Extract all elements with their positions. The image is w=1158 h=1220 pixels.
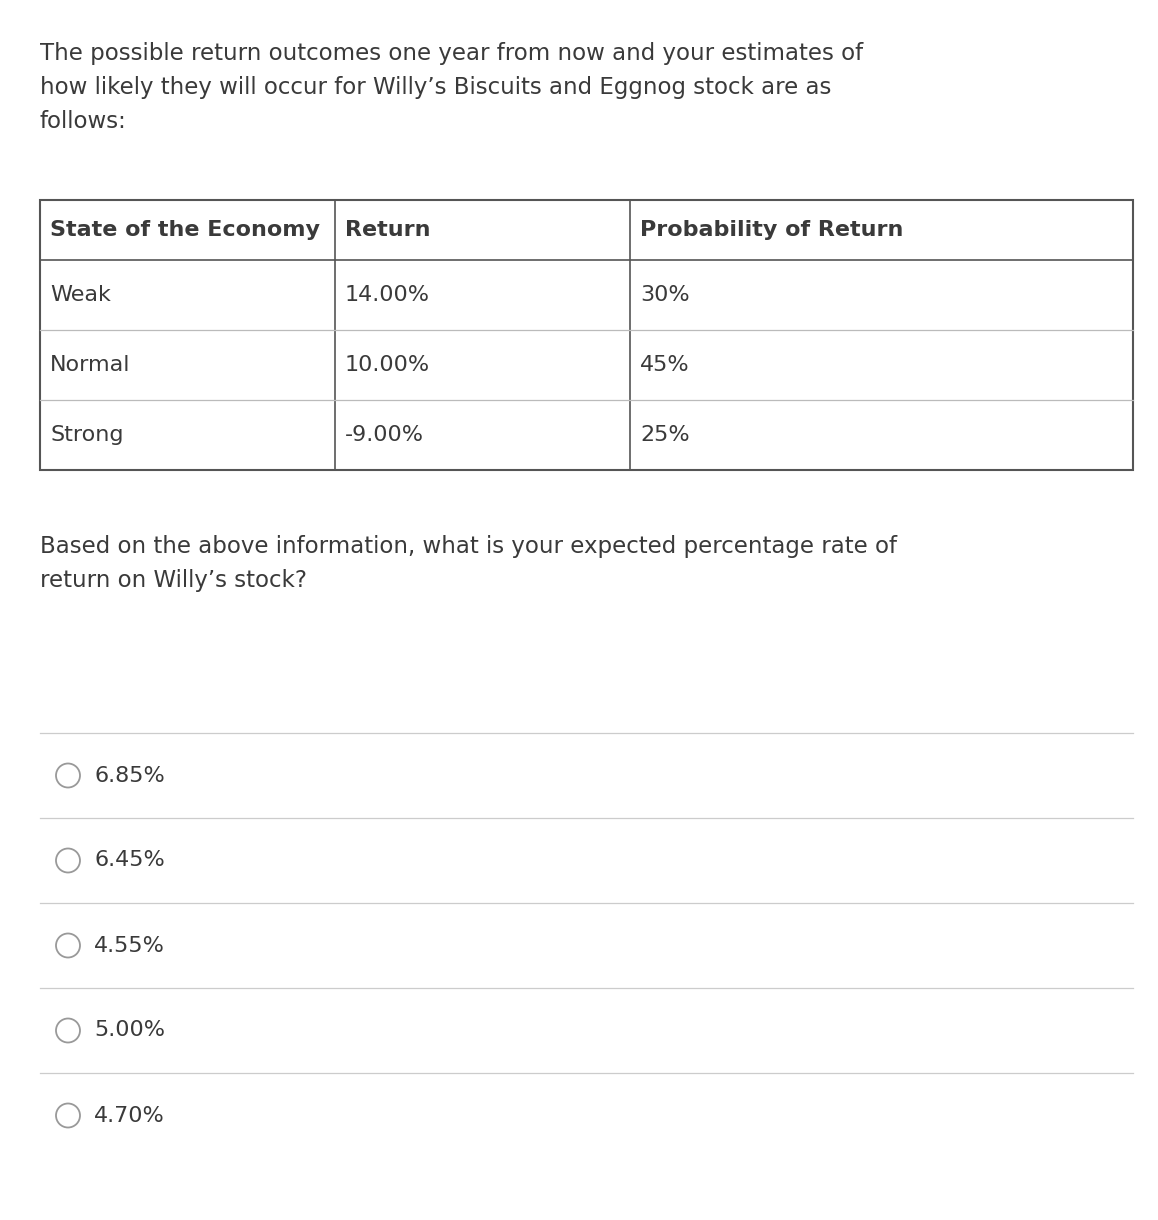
Text: Normal: Normal	[50, 355, 131, 375]
Text: how likely they will occur for Willy’s Biscuits and Eggnog stock are as: how likely they will occur for Willy’s B…	[41, 76, 831, 99]
Text: 25%: 25%	[640, 425, 690, 445]
Text: Weak: Weak	[50, 285, 111, 305]
Text: 5.00%: 5.00%	[94, 1020, 164, 1041]
Text: The possible return outcomes one year from now and your estimates of: The possible return outcomes one year fr…	[41, 41, 863, 65]
Text: 6.45%: 6.45%	[94, 850, 164, 871]
Text: Strong: Strong	[50, 425, 124, 445]
Text: State of the Economy: State of the Economy	[50, 220, 320, 240]
Text: Return: Return	[345, 220, 431, 240]
Text: -9.00%: -9.00%	[345, 425, 424, 445]
Text: 45%: 45%	[640, 355, 690, 375]
Bar	[41, 200, 1133, 470]
Text: 14.00%: 14.00%	[345, 285, 430, 305]
Text: Based on the above information, what is your expected percentage rate of: Based on the above information, what is …	[41, 536, 897, 558]
Text: 30%: 30%	[640, 285, 690, 305]
Text: 6.85%: 6.85%	[94, 765, 164, 786]
Text: 4.55%: 4.55%	[94, 936, 164, 955]
Text: return on Willy’s stock?: return on Willy’s stock?	[41, 569, 307, 592]
Text: Probability of Return: Probability of Return	[640, 220, 903, 240]
Text: 10.00%: 10.00%	[345, 355, 430, 375]
Text: follows:: follows:	[41, 110, 126, 133]
Text: 4.70%: 4.70%	[94, 1105, 164, 1126]
